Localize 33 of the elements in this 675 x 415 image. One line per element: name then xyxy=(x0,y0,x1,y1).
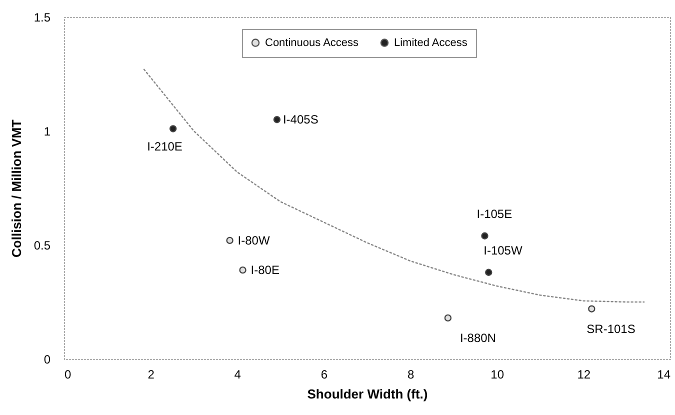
annotation: I-105W xyxy=(484,243,523,258)
x-tick-label: 4 xyxy=(234,368,242,382)
x-tick-label: 10 xyxy=(490,368,504,382)
point xyxy=(273,116,281,124)
annotation: I-405S xyxy=(282,112,318,127)
point xyxy=(588,305,596,312)
x-axis-title: Shoulder Width (ft.) xyxy=(307,386,428,402)
x-tick-label: 8 xyxy=(407,368,414,382)
point xyxy=(485,268,492,276)
y-tick-label: 0.5 xyxy=(34,238,51,252)
legend-label: Limited Access xyxy=(394,36,468,49)
point xyxy=(226,236,234,244)
point xyxy=(481,232,488,240)
x-tick-label: 6 xyxy=(320,368,328,382)
annotation: SR-101S xyxy=(586,322,636,336)
y-tick-label: 1 xyxy=(44,124,51,138)
y-tick-label: 0 xyxy=(44,352,51,366)
line-series xyxy=(143,68,645,303)
x-tick-label: 14 xyxy=(657,368,671,382)
annotation: I-210E xyxy=(147,140,182,154)
annotation: I-880N xyxy=(460,330,496,345)
x-tick-label: 0 xyxy=(64,368,72,382)
y-tick-label: 1.5 xyxy=(34,10,51,24)
legend-label: Continuous Access xyxy=(265,36,360,49)
annotation: I-80W xyxy=(238,233,270,248)
point xyxy=(239,266,246,274)
x-tick-label: 12 xyxy=(577,368,591,382)
point xyxy=(169,125,177,132)
x-tick-label: 2 xyxy=(148,368,155,382)
annotation: I-80E xyxy=(250,263,280,278)
y-axis-title: Collision / Million VMT xyxy=(8,119,24,258)
point xyxy=(444,314,452,322)
annotation: I-105E xyxy=(476,206,512,221)
